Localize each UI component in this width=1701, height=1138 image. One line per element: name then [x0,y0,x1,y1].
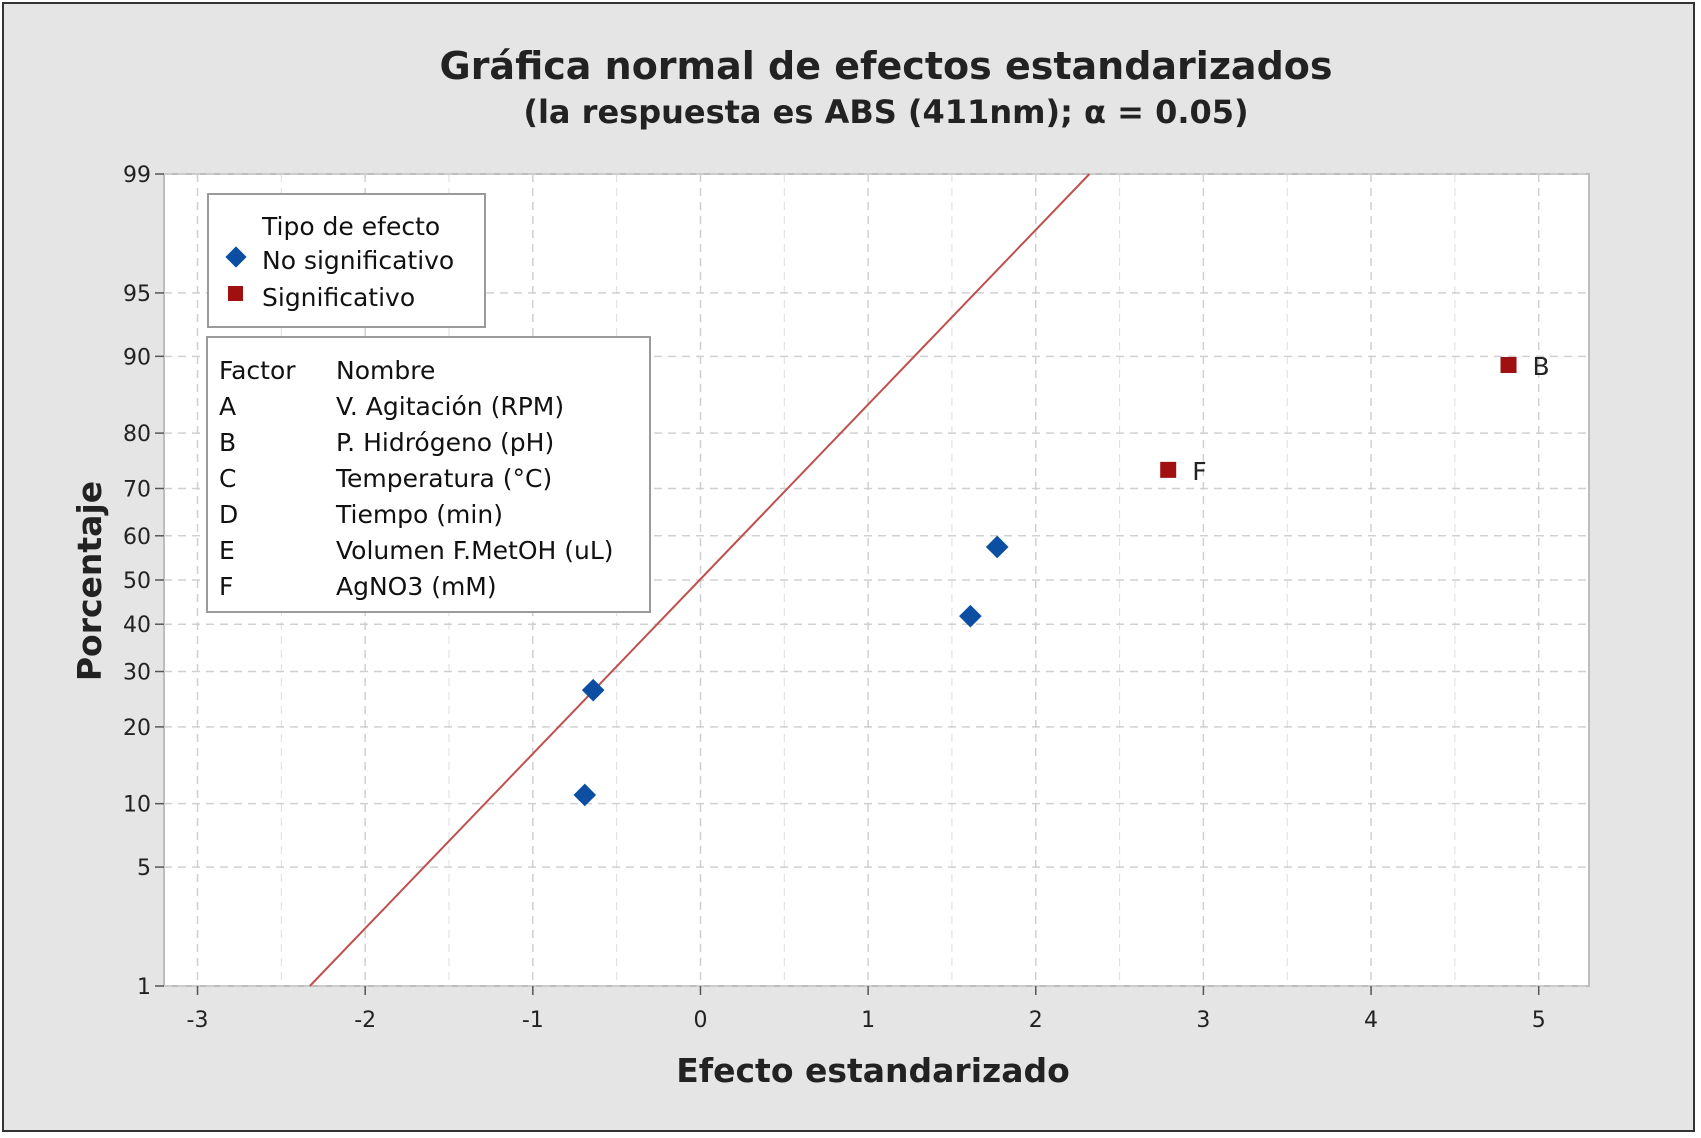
data-point-diamond [581,678,605,702]
legend-box [207,193,486,328]
data-point-diamond [985,535,1009,559]
x-tick-label: -2 [354,1008,376,1033]
y-tick-label: 1 [137,975,151,1000]
y-axis-label: Porcentaje [70,481,109,681]
x-tick-label: -1 [522,1008,544,1033]
y-tick-label: 40 [123,613,151,638]
factor-code-f: F [219,572,233,601]
normal-probability-plot: Gráfica normal de efectos estandarizados… [70,44,1590,1090]
x-tick-label: 4 [1364,1008,1378,1033]
factor-header: Factor [219,356,296,385]
x-tick-label: 0 [693,1008,707,1033]
data-point-label: B [1533,352,1550,381]
factor-name-a: V. Agitación (RPM) [336,392,564,421]
factor-name-e: Volumen F.MetOH (uL) [336,536,614,565]
legend-marker-significativo [228,286,243,301]
y-tick-label: 80 [123,422,151,447]
effect-type-legend: Tipo de efecto No significativo Signific… [207,193,486,328]
x-tick-label: 5 [1532,1008,1546,1033]
data-point-diamond [959,604,982,628]
chart-title: Gráfica normal de efectos estandarizados [440,44,1333,88]
data-point-label: F [1192,457,1206,486]
legend-item-significativo: Significativo [262,283,415,312]
factor-name-f: AgNO3 (mM) [336,572,497,601]
factor-name-d: Tiempo (min) [335,500,503,529]
y-tick-label: 5 [137,856,151,881]
factor-name-c: Temperatura (°C) [335,464,552,493]
factor-code-c: C [219,464,236,493]
y-tick-label: 95 [123,282,151,307]
name-header: Nombre [336,356,435,385]
factor-code-a: A [219,392,236,421]
data-points: FB [573,352,1550,807]
y-tick-label: 30 [123,661,151,686]
y-tick-label: 10 [123,793,151,818]
axes: -3 -2 -1 0 1 2 3 4 5 1 5 10 20 30 40 50 60 70 80 90 95 99 [123,163,1546,1033]
y-tick-label: 60 [123,525,151,550]
x-axis-label: Efecto estandarizado [676,1051,1070,1090]
y-tick-label: 20 [123,716,151,741]
legend-item-no-significativo: No significativo [262,246,454,275]
reference-line [309,173,1091,987]
factor-table: Factor Nombre A V. Agitación (RPM) B P. … [206,336,651,613]
x-tick-label: 3 [1196,1008,1210,1033]
data-point-diamond [573,783,597,807]
x-tick-label: -3 [187,1008,209,1033]
factor-code-b: B [219,428,236,457]
data-point-square [1500,357,1517,374]
chart-subtitle: (la respuesta es ABS (411nm); α = 0.05) [523,93,1248,131]
factor-code-d: D [219,500,238,529]
legend-title: Tipo de efecto [261,212,440,241]
factor-code-e: E [219,536,235,565]
factor-name-b: P. Hidrógeno (pH) [336,428,554,457]
y-tick-label: 90 [123,345,151,370]
data-point-square [1160,461,1177,478]
y-tick-label: 70 [123,477,151,502]
x-tick-label: 1 [861,1008,875,1033]
y-tick-label: 99 [123,163,151,188]
x-tick-label: 2 [1029,1008,1043,1033]
factor-table-box [206,336,651,613]
y-tick-label: 50 [123,569,151,594]
